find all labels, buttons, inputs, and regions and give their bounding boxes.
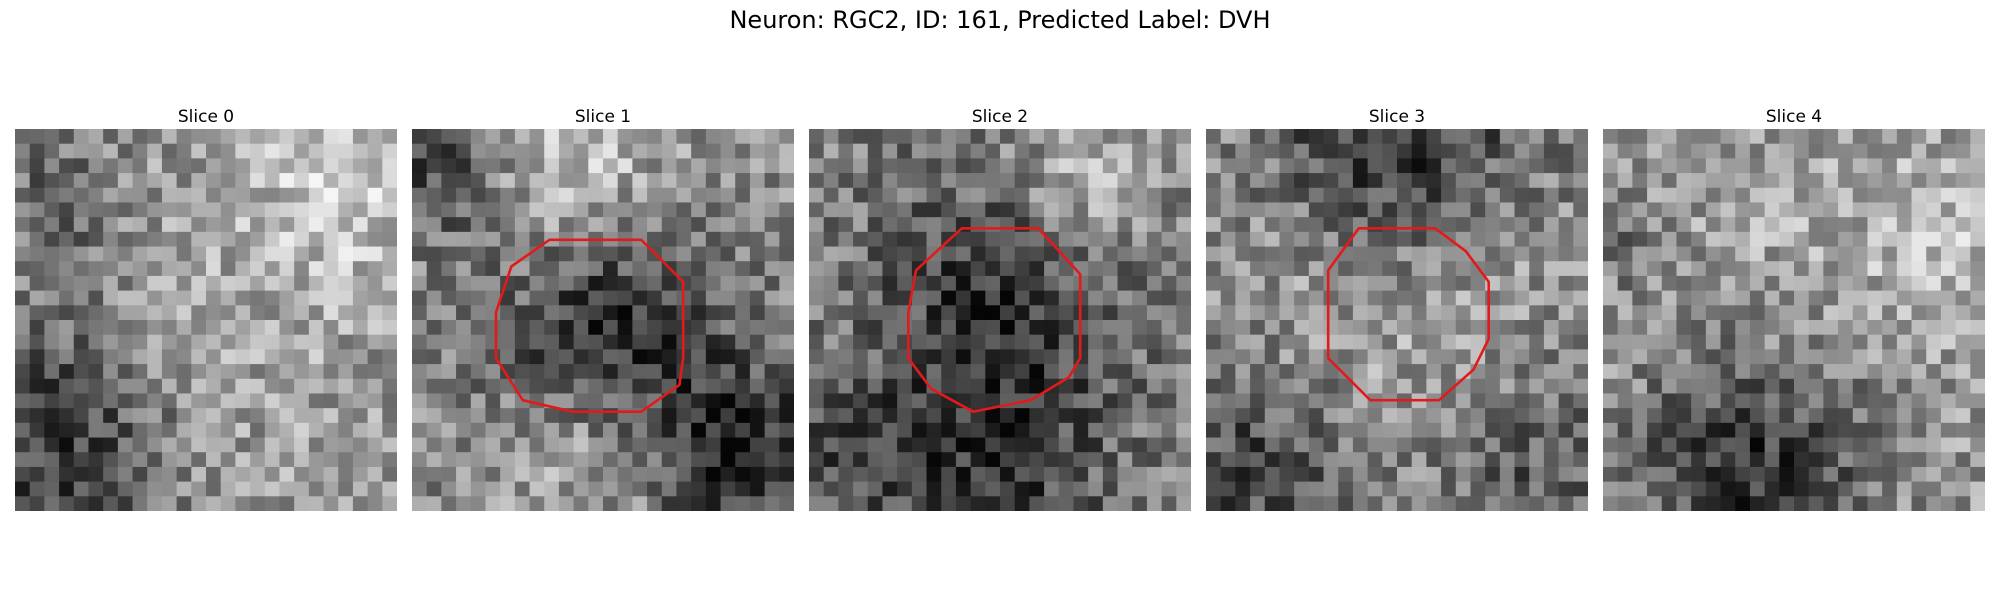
slice-title: Slice 2 (809, 105, 1191, 129)
slice-title: Slice 1 (412, 105, 794, 129)
slice-image-0 (15, 129, 397, 511)
pixel-grid (15, 129, 397, 511)
slice-image-1 (412, 129, 794, 511)
slice-title: Slice 0 (15, 105, 397, 129)
pixel-grid (1603, 129, 1985, 511)
pixel-grid (809, 129, 1191, 511)
slice-title: Slice 3 (1206, 105, 1588, 129)
slice-panel-2: Slice 2 (809, 105, 1191, 511)
pixel-grid (1206, 129, 1588, 511)
slice-panel-1: Slice 1 (412, 105, 794, 511)
slice-panel-0: Slice 0 (15, 105, 397, 511)
slice-panel-3: Slice 3 (1206, 105, 1588, 511)
pixel-grid (412, 129, 794, 511)
figure-title: Neuron: RGC2, ID: 161, Predicted Label: … (0, 6, 2000, 34)
slice-panel-4: Slice 4 (1603, 105, 1985, 511)
slice-image-2 (809, 129, 1191, 511)
slice-image-4 (1603, 129, 1985, 511)
slice-title: Slice 4 (1603, 105, 1985, 129)
slice-image-3 (1206, 129, 1588, 511)
